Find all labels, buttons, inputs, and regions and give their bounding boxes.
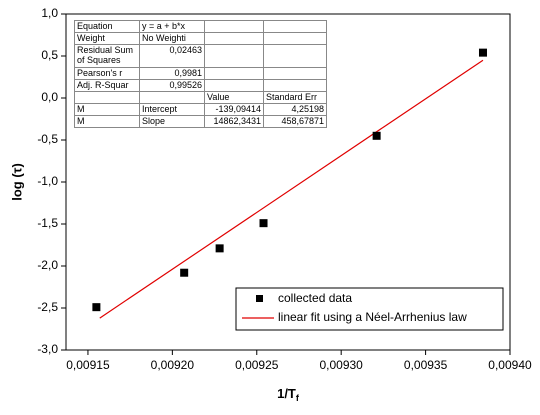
cell-text: 4,25198 [291, 104, 324, 115]
cell-text: 458,67871 [281, 116, 324, 127]
table-cell: M [74, 103, 140, 116]
data-point [259, 219, 268, 228]
legend: collected data linear fit using a Néel-Ar… [235, 287, 504, 331]
cell-text: M [77, 104, 85, 115]
table-cell: M [74, 115, 140, 128]
data-point [92, 303, 101, 312]
table-row: Adj. R-Squar 0,99526 [74, 79, 327, 92]
cell-text: Residual Sum of Squares [77, 45, 134, 66]
cell-text: Intercept [142, 104, 178, 115]
table-cell [204, 79, 264, 92]
data-point [180, 268, 189, 277]
fit-table: Equation y = a + b*x Weight No Weighti Resid… [74, 20, 327, 128]
data-point [215, 244, 224, 253]
legend-marker [256, 295, 263, 302]
x-tick-label: 0,00915 [66, 358, 110, 372]
table-cell [139, 91, 205, 104]
table-cell [263, 20, 327, 33]
table-cell [263, 44, 327, 68]
table-row: Value Standard Err [74, 91, 327, 104]
table-cell: 458,67871 [263, 115, 327, 128]
cell-text: Value [207, 92, 230, 103]
data-point [478, 48, 487, 57]
table-cell [263, 32, 327, 45]
table-cell [204, 32, 264, 45]
cell-text: 0,9981 [174, 68, 202, 79]
x-tick-label: 0,00935 [404, 358, 448, 372]
table-cell [263, 67, 327, 80]
x-tick-label: 0,00930 [319, 358, 363, 372]
x-tick-label: 0,00940 [488, 358, 532, 372]
table-cell: Weight [74, 32, 140, 45]
cell-text: -139,09414 [215, 104, 261, 115]
table-cell: 0,99526 [139, 79, 205, 92]
cell-text: 0,02463 [169, 45, 202, 56]
data-point [372, 131, 381, 140]
table-cell: Slope [139, 115, 205, 128]
y-tick-label: -0,5 [37, 132, 58, 146]
y-tick-label: -2,5 [37, 300, 58, 314]
legend-label: collected data [278, 291, 352, 305]
table-row: M Intercept -139,09414 4,25198 [74, 103, 327, 116]
cell-text: M [77, 116, 85, 127]
cell-text [266, 46, 324, 67]
table-row: M Slope 14862,3431 458,67871 [74, 115, 327, 128]
table-cell: Equation [74, 20, 140, 33]
table-row: Pearson's r 0,9981 [74, 67, 327, 80]
table-cell: Standard Err [263, 91, 327, 104]
cell-text: Weight [77, 33, 105, 44]
table-cell [204, 20, 264, 33]
table-cell [204, 44, 264, 68]
table-cell: Intercept [139, 103, 205, 116]
cell-text: Pearson's r [77, 68, 123, 79]
cell-text: No Weighti [142, 33, 186, 44]
table-cell: -139,09414 [204, 103, 264, 116]
table-cell [74, 91, 140, 104]
table-cell: 4,25198 [263, 103, 327, 116]
x-axis-label-main: 1/T [277, 386, 296, 401]
legend-label: linear fit using a Néel-Arrhenius law [278, 310, 467, 324]
cell-text: Equation [77, 21, 113, 32]
table-cell: Residual Sum of Squares [74, 44, 140, 68]
table-cell: 14862,3431 [204, 115, 264, 128]
cell-text: 0,99526 [169, 80, 202, 91]
y-axis-label: log (τ) [9, 163, 24, 201]
table-cell: Pearson's r [74, 67, 140, 80]
y-tick-label: -1,5 [37, 216, 58, 230]
table-row: Weight No Weighti [74, 32, 327, 45]
table-cell [204, 67, 264, 80]
x-tick-label: 0,00920 [151, 358, 195, 372]
table-cell: 0,9981 [139, 67, 205, 80]
table-cell: Value [204, 91, 264, 104]
y-tick-label: -1,0 [37, 174, 58, 188]
y-tick-label: 1,0 [41, 6, 58, 20]
cell-text: 14862,3431 [213, 116, 261, 127]
y-tick-label: 0,5 [41, 48, 58, 62]
fit-line [99, 59, 484, 319]
table-cell: 0,02463 [139, 44, 205, 68]
table-row: Residual Sum of Squares 0,02463 [74, 44, 327, 68]
cell-text [207, 46, 261, 67]
legend-box [235, 287, 504, 331]
table-cell: y = a + b*x [139, 20, 205, 33]
cell-text: Standard Err [266, 92, 318, 103]
cell-text: Adj. R-Squar [77, 80, 129, 91]
cell-text: Slope [142, 116, 166, 127]
y-tick-label: -3,0 [37, 342, 58, 356]
cell-text: y = a + b*x [142, 21, 186, 32]
x-axis-label: 1/Tf [277, 386, 300, 403]
y-tick-label: 0,0 [41, 90, 58, 104]
x-axis-label-sub: f [296, 393, 300, 403]
table-cell: Adj. R-Squar [74, 79, 140, 92]
table-cell [263, 79, 327, 92]
y-tick-label: -2,0 [37, 258, 58, 272]
table-cell: No Weighti [139, 32, 205, 45]
x-tick-label: 0,00925 [235, 358, 279, 372]
table-row: Equation y = a + b*x [74, 20, 327, 33]
